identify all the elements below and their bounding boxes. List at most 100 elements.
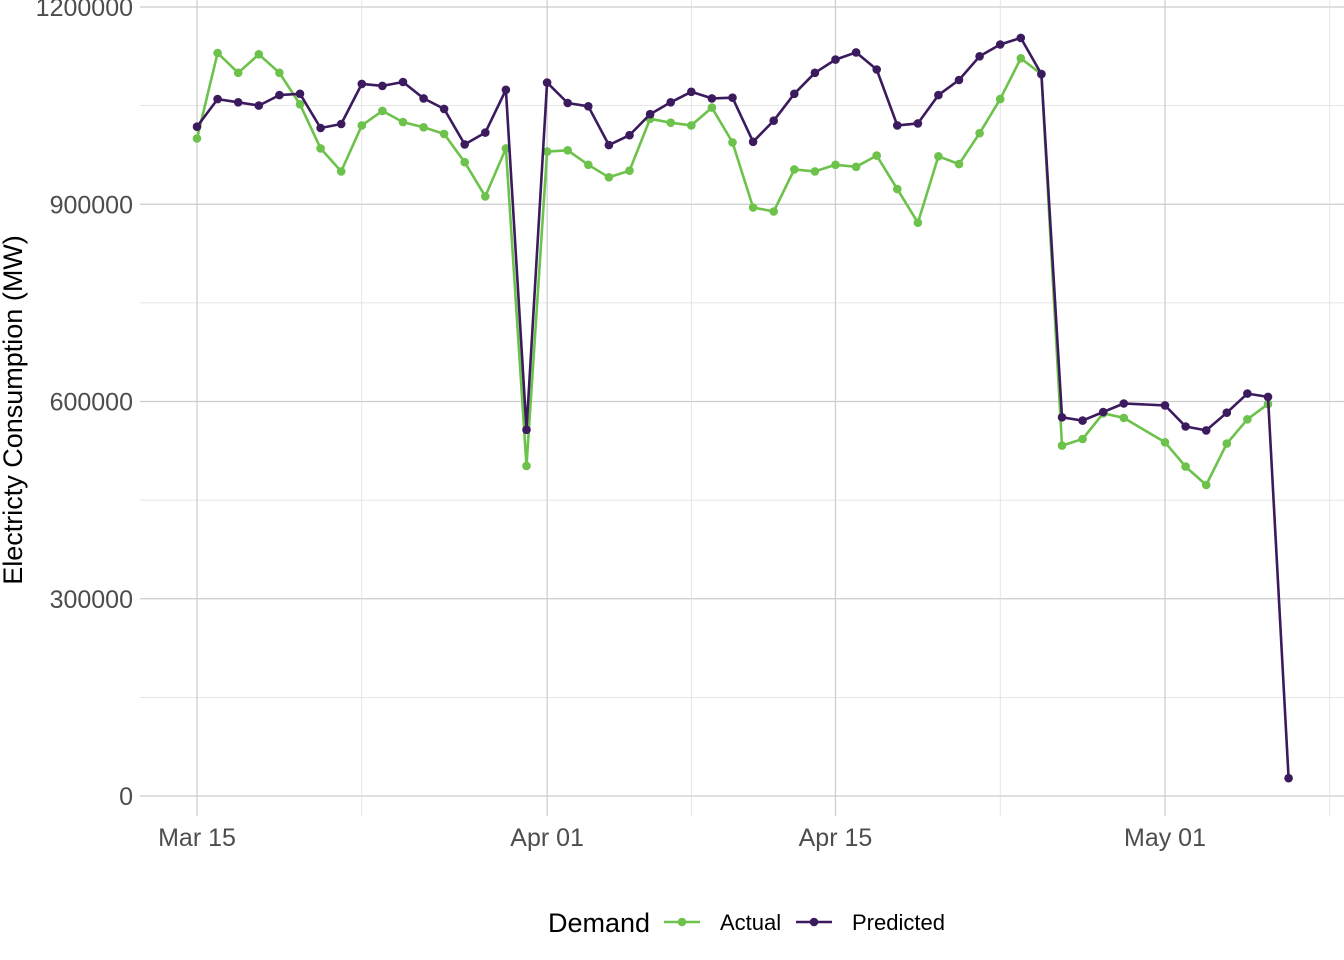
data-point: [1016, 54, 1026, 63]
data-point: [1284, 773, 1293, 783]
data-point: [1181, 422, 1190, 431]
series-predicted: [192, 33, 1293, 783]
data-point: [213, 94, 222, 104]
data-point: [295, 100, 305, 109]
data-point: [1243, 389, 1252, 398]
data-point: [625, 130, 634, 140]
data-point: [378, 106, 387, 116]
x-tick-label: Apr 01: [510, 824, 584, 852]
legend-key-point: [677, 917, 687, 927]
data-point: [439, 129, 449, 139]
data-point: [1078, 434, 1087, 444]
x-axis-tick-labels: Mar 15 Apr 01 Apr 15 May 01: [158, 824, 1206, 852]
data-point: [707, 94, 717, 103]
data-point: [995, 40, 1005, 49]
data-point: [522, 425, 531, 435]
data-point: [851, 162, 861, 172]
data-point: [1057, 413, 1067, 422]
data-point: [995, 94, 1005, 104]
data-point: [460, 140, 470, 149]
data-point: [913, 119, 923, 128]
data-point: [192, 122, 202, 131]
data-point: [584, 160, 593, 170]
data-point: [398, 77, 408, 87]
data-point: [645, 109, 655, 119]
x-tick-label: Mar 15: [158, 824, 236, 852]
data-point: [275, 68, 284, 78]
data-point: [336, 167, 346, 176]
data-point: [316, 123, 325, 133]
series-line-actual: [195, 51, 1269, 487]
data-point: [975, 52, 984, 61]
data-point: [481, 128, 490, 137]
data-point: [810, 68, 820, 78]
data-point: [563, 98, 572, 108]
data-point: [975, 128, 984, 138]
x-tick-label: Apr 15: [799, 824, 873, 852]
data-point: [481, 192, 490, 201]
data-point: [254, 101, 264, 110]
series-actual: [192, 48, 1273, 490]
data-point: [357, 121, 367, 130]
legend-title: Demand: [548, 908, 650, 938]
data-point: [954, 75, 964, 85]
legend-label: Actual: [720, 910, 781, 935]
data-point: [934, 90, 943, 100]
data-point: [748, 203, 758, 212]
data-point: [439, 104, 449, 114]
data-point: [542, 147, 552, 156]
data-point: [419, 123, 428, 132]
data-point: [748, 137, 758, 147]
data-point: [542, 78, 552, 87]
data-point: [666, 118, 675, 127]
data-point: [460, 157, 470, 167]
data-point: [954, 159, 964, 169]
data-point: [275, 90, 284, 100]
data-point: [728, 138, 737, 147]
y-axis-tick-labels: 0 300000 600000 900000 1200000: [36, 0, 133, 811]
data-point: [790, 89, 799, 99]
data-point: [1119, 399, 1129, 408]
series-lines: [192, 33, 1293, 783]
data-point: [378, 81, 387, 91]
data-point: [872, 151, 881, 160]
data-point: [831, 55, 840, 64]
data-point: [233, 68, 243, 78]
data-point: [810, 167, 820, 176]
legend-label: Predicted: [852, 910, 945, 935]
data-point: [728, 93, 737, 102]
data-point: [584, 102, 593, 111]
data-point: [769, 207, 778, 216]
data-point: [893, 121, 902, 130]
data-point: [666, 98, 675, 107]
data-point: [316, 144, 325, 153]
y-tick-label: 300000: [50, 586, 133, 614]
data-point: [790, 165, 799, 174]
y-axis-title: Electricty Consumption (MW): [0, 235, 28, 585]
data-point: [893, 184, 902, 194]
x-tick-label: May 01: [1124, 824, 1206, 852]
data-point: [1057, 441, 1067, 450]
data-point: [687, 87, 696, 97]
data-point: [336, 119, 346, 129]
legend-item-predicted: Predicted: [796, 910, 945, 935]
legend-item-actual: Actual: [664, 910, 781, 935]
data-point: [1181, 462, 1190, 471]
data-point: [398, 117, 408, 127]
data-point: [213, 48, 222, 58]
data-point: [625, 166, 634, 175]
data-point: [1160, 438, 1170, 447]
data-point: [604, 173, 614, 182]
data-point: [1160, 401, 1170, 410]
data-point: [1222, 408, 1232, 418]
data-point: [1201, 480, 1211, 490]
y-tick-label: 600000: [50, 389, 133, 417]
data-point: [295, 89, 305, 99]
data-point: [831, 160, 840, 170]
data-point: [913, 218, 923, 227]
data-point: [872, 65, 881, 74]
data-point: [1078, 416, 1087, 425]
data-point: [254, 50, 264, 59]
data-point: [1243, 415, 1252, 424]
legend-key-point: [809, 917, 819, 927]
